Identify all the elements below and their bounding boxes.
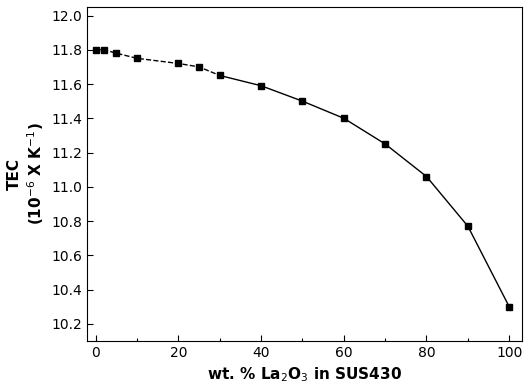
Y-axis label: TEC
(10$^{-6}$ X K$^{-1}$): TEC (10$^{-6}$ X K$^{-1}$) bbox=[7, 123, 46, 225]
X-axis label: wt. % La$_2$O$_3$ in SUS430: wt. % La$_2$O$_3$ in SUS430 bbox=[207, 365, 402, 384]
